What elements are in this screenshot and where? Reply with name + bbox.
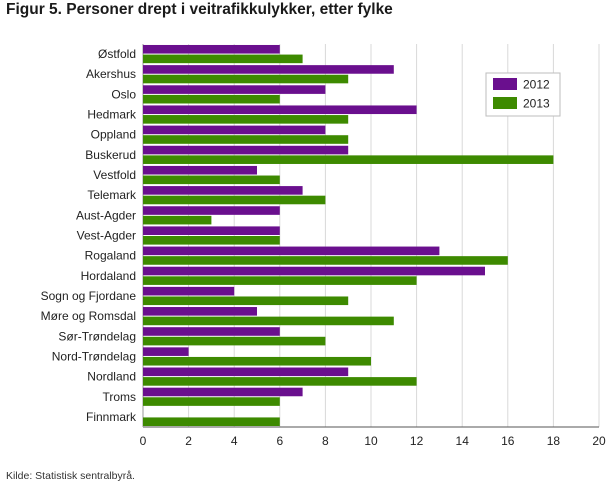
bar-2013-vestfold	[143, 175, 280, 185]
x-tick-label: 6	[276, 434, 283, 448]
bar-2013-nordland	[143, 377, 417, 386]
category-label: Buskerud	[85, 148, 136, 162]
bar-2012-østfold	[143, 44, 280, 54]
category-label: Vest-Agder	[77, 229, 136, 243]
category-label: Hordaland	[81, 269, 136, 283]
bar-2012-vestfold	[143, 165, 257, 175]
bar-2012-sør-trøndelag	[143, 327, 280, 336]
chart-title: Figur 5. Personer drept i veitrafikkulyk…	[6, 1, 393, 18]
x-tick-label: 14	[456, 434, 470, 448]
bars	[143, 44, 554, 427]
category-label: Østfold	[98, 47, 136, 61]
bar-2013-akershus	[143, 74, 349, 84]
category-label: Akershus	[86, 67, 136, 81]
x-tick-label: 10	[364, 434, 378, 448]
category-label: Sogn og Fjordane	[41, 289, 137, 303]
category-label: Aust-Agder	[76, 208, 136, 222]
bar-2012-oslo	[143, 85, 326, 94]
x-tick-label: 0	[140, 434, 147, 448]
bar-2013-telemark	[143, 195, 326, 205]
x-tick-label: 12	[410, 434, 424, 448]
bar-2012-hordaland	[143, 266, 485, 276]
bar-2013-vest-agder	[143, 236, 280, 245]
source-note: Kilde: Statistisk sentralbyrå.	[6, 470, 135, 482]
bar-2013-hedmark	[143, 115, 349, 124]
x-tick-label: 20	[592, 434, 606, 448]
category-label: Oslo	[111, 87, 136, 101]
x-tick-label: 8	[322, 434, 329, 448]
legend-label-2012: 2012	[523, 78, 550, 92]
bar-2013-troms	[143, 397, 280, 406]
category-label: Nord-Trøndelag	[52, 349, 136, 363]
bar-2012-sogn-og-fjordane	[143, 286, 235, 296]
bar-2013-oslo	[143, 94, 280, 104]
bar-2012-nord-trøndelag	[143, 347, 189, 356]
legend-label-2013: 2013	[523, 97, 550, 111]
bar-2012-nordland	[143, 367, 349, 377]
category-label: Vestfold	[93, 168, 136, 182]
x-tick-label: 18	[547, 434, 561, 448]
x-tick-label: 16	[501, 434, 515, 448]
legend: 2012 2013	[485, 72, 561, 117]
legend-swatch-2012	[493, 78, 517, 90]
bar-2013-finnmark	[143, 417, 280, 427]
category-label: Troms	[102, 390, 136, 404]
bar-2013-hordaland	[143, 276, 417, 285]
bar-2012-buskerud	[143, 145, 349, 155]
category-label: Finnmark	[86, 410, 137, 424]
bar-2012-aust-agder	[143, 206, 280, 215]
bar-2012-vest-agder	[143, 226, 280, 235]
bar-2012-telemark	[143, 186, 303, 195]
bar-2013-møre-og-romsdal	[143, 316, 394, 326]
legend-swatch-2013	[493, 97, 517, 109]
category-label: Møre og Romsdal	[41, 309, 136, 323]
category-label: Hedmark	[87, 108, 137, 122]
bar-2012-hedmark	[143, 105, 417, 115]
x-axis-ticks: 0 2 4 6 8 10 12 14 16 18 20	[140, 434, 606, 448]
x-tick-label: 2	[185, 434, 192, 448]
bar-2013-oppland	[143, 135, 349, 144]
bar-2013-nord-trøndelag	[143, 356, 371, 366]
bar-2012-møre-og-romsdal	[143, 307, 257, 316]
bar-2013-aust-agder	[143, 215, 212, 225]
category-label: Nordland	[87, 370, 136, 384]
bar-2013-sogn-og-fjordane	[143, 296, 349, 306]
bar-2012-rogaland	[143, 246, 440, 256]
bar-2013-østfold	[143, 54, 303, 64]
bar-2012-oppland	[143, 125, 326, 135]
category-label: Sør-Trøndelag	[58, 329, 136, 343]
bar-2012-troms	[143, 387, 303, 397]
bar-2012-akershus	[143, 65, 394, 74]
x-tick-label: 4	[231, 434, 238, 448]
category-label: Oppland	[91, 128, 136, 142]
category-label: Telemark	[87, 188, 137, 202]
bar-2013-sør-trøndelag	[143, 336, 326, 346]
bar-2013-rogaland	[143, 256, 508, 265]
bar-2013-buskerud	[143, 155, 554, 164]
category-labels: Østfold Akershus Oslo Hedmark Oppland Buskeru…	[41, 47, 137, 424]
category-label: Rogaland	[85, 249, 136, 263]
